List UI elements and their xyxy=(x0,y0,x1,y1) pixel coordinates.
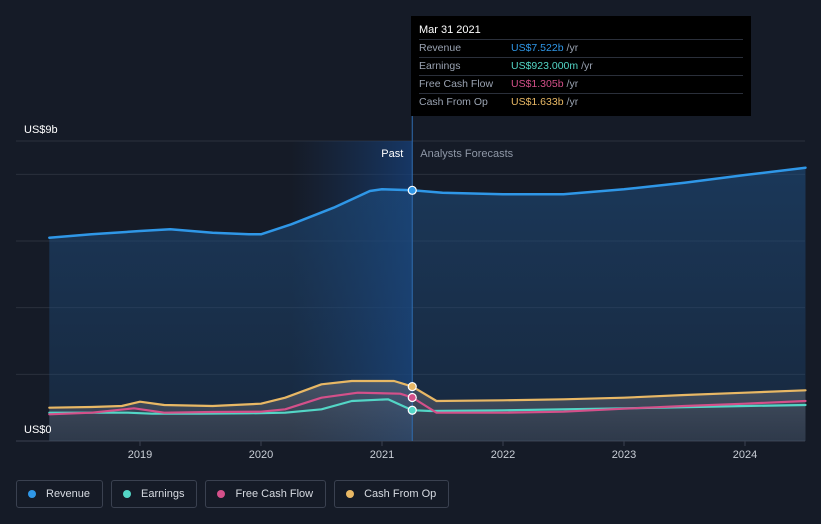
tooltip-row-free-cash-flow: Free Cash Flow US$1.305b /yr xyxy=(419,75,743,93)
legend-dot-icon xyxy=(123,490,132,498)
tooltip-value: US$1.305b xyxy=(511,78,564,90)
x-tick-label: 2022 xyxy=(491,449,515,461)
tooltip-value: US$7.522b xyxy=(511,42,564,54)
x-tick-label: 2019 xyxy=(128,449,152,461)
x-tick-label: 2023 xyxy=(612,449,636,461)
x-tick-label: 2020 xyxy=(249,449,273,461)
series-line-earnings xyxy=(48,398,807,415)
legend-label: Earnings xyxy=(141,488,185,500)
legend-label: Cash From Op xyxy=(364,488,437,500)
past-label: Past xyxy=(381,148,403,160)
tooltip-unit: /yr xyxy=(566,42,579,54)
series-line-revenue xyxy=(48,166,807,239)
legend-item-earnings[interactable]: Earnings xyxy=(111,480,198,508)
tooltip: Mar 31 2021 Revenue US$7.522b /yr Earnin… xyxy=(411,16,751,116)
legend-item-revenue[interactable]: Revenue xyxy=(16,480,104,508)
legend-label: Revenue xyxy=(46,488,91,500)
tooltip-row-earnings: Earnings US$923.000m /yr xyxy=(419,57,743,75)
legend: Revenue Earnings Free Cash Flow Cash Fro… xyxy=(16,480,457,508)
legend-item-free-cash-flow[interactable]: Free Cash Flow xyxy=(205,480,327,508)
tooltip-label: Earnings xyxy=(419,60,461,72)
tooltip-label: Revenue xyxy=(419,42,462,54)
tooltip-label: Cash From Op xyxy=(419,96,488,108)
data-point-cash-from-op xyxy=(407,381,417,392)
tooltip-unit: /yr xyxy=(581,60,593,72)
data-point-earnings xyxy=(407,405,417,415)
tooltip-label: Free Cash Flow xyxy=(419,78,494,90)
legend-dot-icon xyxy=(217,490,226,498)
revenue-area xyxy=(49,167,806,441)
series-line-cash-from-op xyxy=(48,379,807,409)
series-line-free-cash-flow xyxy=(48,391,807,416)
tooltip-value: US$1.633b xyxy=(511,96,564,108)
x-tick-label: 2021 xyxy=(370,449,394,461)
data-point-revenue xyxy=(407,185,417,195)
legend-item-cash-from-op[interactable]: Cash From Op xyxy=(334,480,450,508)
tooltip-unit: /yr xyxy=(566,96,579,108)
tooltip-date: Mar 31 2021 xyxy=(419,24,481,36)
legend-label: Free Cash Flow xyxy=(235,488,314,500)
legend-dot-icon xyxy=(346,490,355,498)
legend-dot-icon xyxy=(28,490,36,498)
data-point-free-cash-flow xyxy=(407,392,417,403)
tooltip-value: US$923.000m xyxy=(511,60,579,72)
y-axis-bottom-label: US$0 xyxy=(24,424,52,436)
tooltip-unit: /yr xyxy=(566,78,579,90)
tooltip-row-cash-from-op: Cash From Op US$1.633b /yr xyxy=(419,93,743,111)
y-axis-top-label: US$9b xyxy=(24,124,58,136)
tooltip-row-revenue: Revenue US$7.522b /yr xyxy=(419,39,743,57)
forecast-label: Analysts Forecasts xyxy=(420,148,513,160)
x-tick-label: 2024 xyxy=(733,449,757,461)
